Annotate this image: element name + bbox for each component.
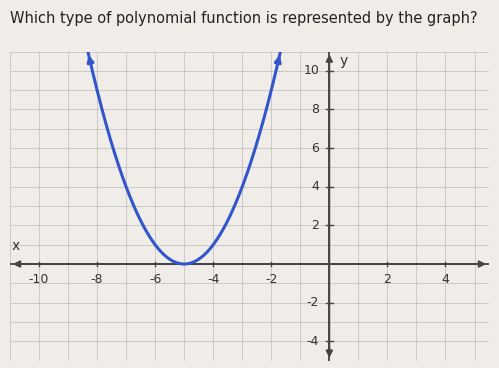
Text: Which type of polynomial function is represented by the graph?: Which type of polynomial function is rep… (10, 11, 478, 26)
Text: -2: -2 (265, 273, 277, 286)
Text: x: x (11, 240, 20, 254)
Text: 4: 4 (311, 180, 319, 193)
Text: 6: 6 (311, 142, 319, 155)
Text: 4: 4 (442, 273, 450, 286)
Text: y: y (339, 54, 348, 68)
Text: -6: -6 (149, 273, 161, 286)
Text: -8: -8 (91, 273, 103, 286)
Text: -4: -4 (207, 273, 220, 286)
Text: 8: 8 (311, 103, 319, 116)
Text: -10: -10 (29, 273, 49, 286)
Text: -4: -4 (307, 335, 319, 348)
Text: -2: -2 (307, 296, 319, 309)
Text: 10: 10 (303, 64, 319, 77)
Text: 2: 2 (311, 219, 319, 232)
Text: 2: 2 (383, 273, 391, 286)
